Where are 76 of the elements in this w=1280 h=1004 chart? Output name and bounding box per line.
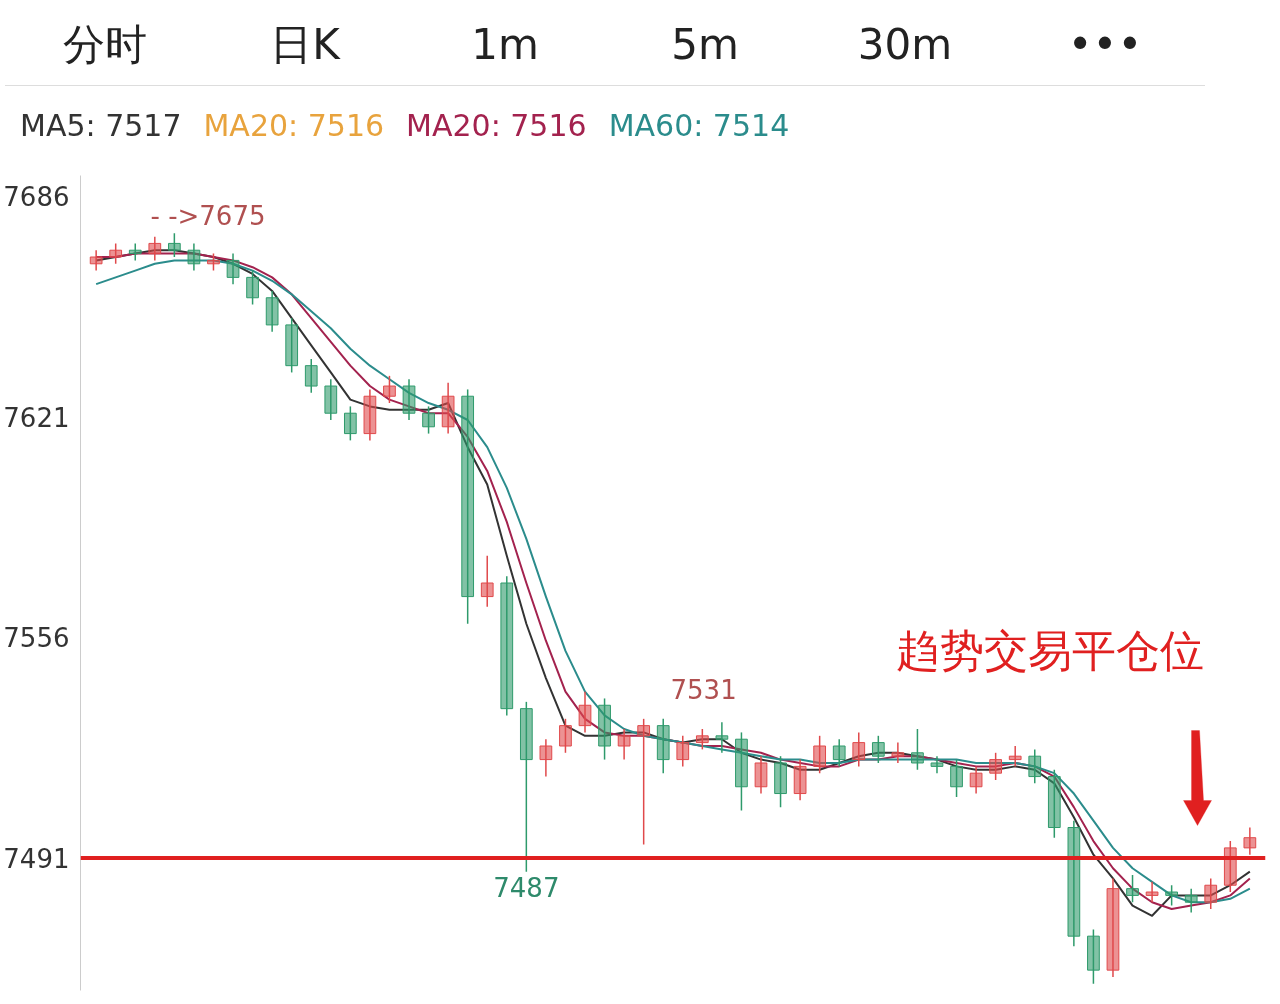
candlestick [969,765,983,795]
candlestick [1047,769,1061,839]
candlestick [1067,819,1081,948]
candlestick [148,235,162,262]
candlestick [754,755,768,795]
candlestick [480,555,494,608]
candlestick [813,735,827,774]
candlestick [695,728,709,751]
text: 分时 [62,19,148,71]
candlestick [89,249,103,272]
candlestick [363,388,377,442]
candlestick [1223,840,1237,893]
annotation: 7531 [670,674,737,705]
candlestick [656,718,670,774]
candlestick [343,405,357,442]
candlestick [852,731,866,768]
candlestick [617,728,631,761]
text: ••• [1066,19,1144,71]
candlestick [1028,748,1042,785]
text: MA5: 7517 [20,108,182,143]
candlestick [539,738,553,778]
candlestick [226,252,240,285]
candlestick [422,405,435,435]
candlestick [774,755,787,808]
candlestick [383,375,396,404]
candlestick [187,242,201,272]
candlestick [598,697,611,761]
text: 1m [470,19,540,71]
candlestick [1145,881,1159,903]
candlestick [519,701,533,873]
candlestick [265,290,279,333]
candlestick [715,721,729,754]
annotation: 7487 [493,872,560,903]
text: MA20: 7516 [406,108,587,143]
legend-label: MA20: 7516 [203,108,385,143]
text: 30m [856,19,954,71]
candlestick [1204,877,1218,910]
candlestick [461,388,475,625]
y-tick-label: 7556 [3,623,70,654]
candlestick [441,381,455,435]
candlestick [324,378,338,421]
candlestick [246,269,259,306]
candlestick [832,738,846,768]
annotation: 趋势交易平仓位 [895,624,1204,676]
candlestick [637,718,651,846]
candlestick [1008,745,1022,768]
candlestick [578,690,592,734]
candlestick [1087,928,1100,985]
candlestick [735,731,748,812]
candlestick [891,741,905,764]
y-tick-label: 7686 [3,181,70,212]
candlestick [402,378,416,421]
candlestick [304,358,318,394]
candlestick [989,752,1003,781]
candlestick [930,755,944,774]
candlestick [500,575,514,717]
candlestick [168,232,181,258]
candlestick [285,317,299,374]
annotation: - ->7675 [150,200,266,231]
candlestick [559,718,572,754]
candlestick [109,242,123,265]
candlestick [1184,887,1198,914]
text: MA60: 7514 [608,108,790,143]
text: 5m [670,19,740,71]
candlestick [793,758,807,802]
candlestick [1126,874,1139,903]
y-tick-label: 7621 [3,402,70,433]
candlestick [911,728,924,771]
candlestick [1165,884,1179,907]
candlestick [1243,826,1257,856]
candlestick [871,735,885,764]
candlestick [1106,877,1120,978]
y-tick-label: 7491 [3,844,70,875]
candlestick [676,735,690,768]
candlestick [950,758,963,798]
text: 日K [269,19,342,71]
